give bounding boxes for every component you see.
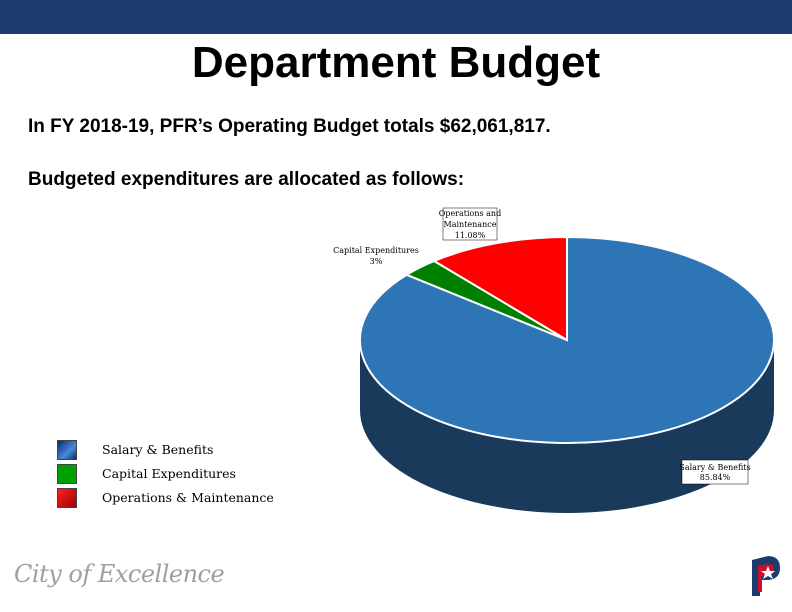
legend-label-salary: Salary & Benefits [102,442,214,457]
houston-star-logo-icon [752,556,780,596]
legend-swatch-capex [57,464,77,484]
salary-label-value: 85.84% [700,473,731,482]
legend-label-capex: Capital Expenditures [102,466,236,481]
legend-label-om: Operations & Maintenance [102,490,274,505]
capex-label-value: 3% [370,257,383,266]
legend-item-om: Operations & Maintenance [57,488,317,510]
om-label-line1: Operations and [439,209,501,218]
capex-label-line1: Capital Expenditures [333,246,419,255]
legend-swatch-salary [57,440,77,460]
legend-item-salary: Salary & Benefits [57,440,317,462]
om-label-line2: Maintenance [444,220,497,229]
salary-label-box [681,459,749,485]
allocation-intro-text: Budgeted expenditures are allocated as f… [28,169,465,190]
om-label-value: 11.08% [455,231,486,240]
legend-item-capex: Capital Expenditures [57,464,317,486]
pie-side [360,340,774,513]
pie-slice-operations-maintenance [431,235,568,342]
budget-total-text: In FY 2018-19, PFR’s Operating Budget to… [28,116,551,137]
salary-label-line1: Salary & Benefits [679,463,750,472]
city-of-excellence-logo: City of Excellence [14,560,225,588]
page-title: Department Budget [191,38,601,87]
pie-top [359,235,775,444]
om-label-box [442,207,498,241]
legend-swatch-om [57,488,77,508]
pie-side-salary-benefits [360,340,774,513]
top-banner [0,0,792,34]
